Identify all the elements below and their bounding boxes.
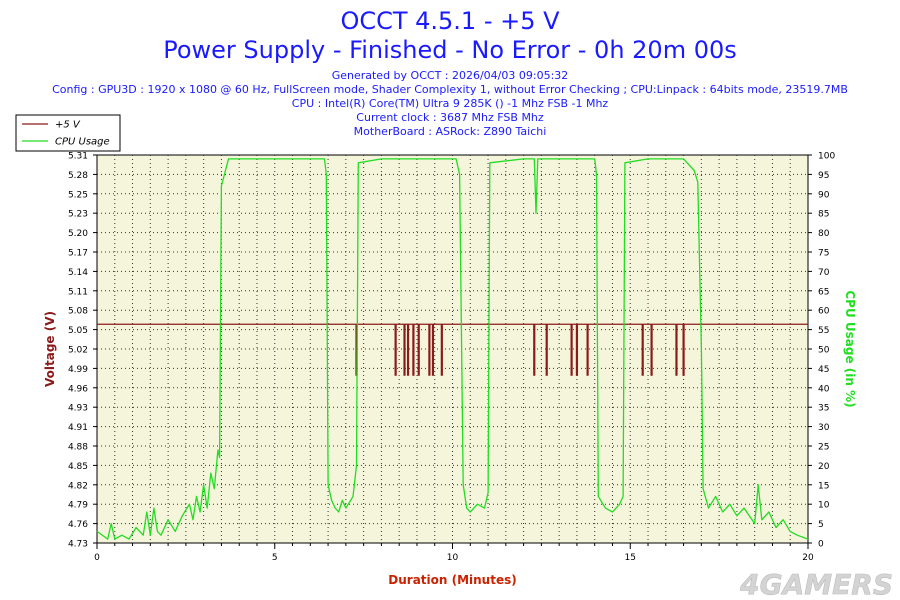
right-tick-label: 80 [818, 229, 830, 239]
left-tick-label: 5.25 [68, 190, 88, 200]
chart-title-line-2: Power Supply - Finished - No Error - 0h … [163, 36, 737, 64]
right-tick-label: 15 [818, 481, 829, 491]
left-tick-label: 4.93 [68, 404, 88, 414]
legend: +5 V CPU Usage [15, 114, 121, 152]
right-axis-ticks: 0 5 10 15 20 25 30 35 40 45 50 55 60 65 70 75 80 85 90 95 10… [808, 152, 835, 550]
chart-title-line-1: OCCT 4.5.1 - +5 V [340, 7, 560, 35]
right-tick-label: 85 [818, 210, 829, 220]
right-tick-label: 0 [818, 540, 824, 550]
grid-lines [97, 155, 808, 543]
left-tick-label: 5.11 [68, 287, 88, 297]
left-tick-label: 4.73 [68, 540, 88, 550]
x-tick-label: 5 [272, 553, 278, 563]
left-tick-label: 4.88 [68, 443, 88, 453]
left-tick-label: 4.82 [68, 481, 88, 491]
y-axis-right-label: CPU Usage (in %) [843, 290, 857, 407]
left-tick-label: 4.85 [68, 462, 88, 472]
right-tick-label: 50 [818, 346, 830, 356]
info-line-config: Config : GPU3D : 1920 x 1080 @ 60 Hz, Fu… [52, 83, 848, 96]
right-tick-label: 10 [818, 501, 830, 511]
right-tick-label: 35 [818, 404, 829, 414]
x-axis-ticks: 0 5 10 15 20 [94, 543, 814, 563]
left-tick-label: 4.96 [68, 384, 88, 394]
x-tick-label: 15 [625, 553, 636, 563]
legend-box [15, 114, 121, 152]
right-tick-label: 25 [818, 443, 829, 453]
right-tick-label: 55 [818, 326, 829, 336]
info-line-cpu: CPU : Intel(R) Core(TM) Ultra 9 285K () … [291, 97, 609, 110]
left-tick-label: 4.76 [68, 520, 88, 530]
right-tick-label: 40 [818, 384, 830, 394]
left-tick-label: 4.79 [68, 501, 88, 511]
left-tick-label: 5.02 [68, 346, 88, 356]
right-tick-label: 5 [818, 520, 824, 530]
left-axis-ticks: 4.73 4.76 4.79 4.82 4.85 4.88 4.91 4.93 4.96 4.99… [68, 152, 97, 550]
left-tick-label: 5.14 [68, 268, 88, 278]
left-tick-label: 5.05 [68, 326, 88, 336]
right-tick-label: 100 [818, 152, 835, 162]
watermark-logo: 4GAMERS [739, 568, 893, 600]
left-tick-label: 5.31 [68, 152, 88, 162]
right-tick-label: 75 [818, 249, 829, 259]
x-axis-label: Duration (Minutes) [388, 573, 516, 587]
right-tick-label: 45 [818, 365, 829, 375]
info-line-generated: Generated by OCCT : 2026/04/03 09:05:32 [331, 69, 569, 82]
right-tick-label: 60 [818, 307, 830, 317]
left-tick-label: 5.17 [68, 249, 88, 259]
y-axis-left-label: Voltage (V) [43, 311, 57, 387]
x-tick-label: 20 [802, 553, 814, 563]
right-tick-label: 95 [818, 171, 829, 181]
right-tick-label: 70 [818, 268, 830, 278]
legend-label-cpu: CPU Usage [55, 137, 110, 148]
right-tick-label: 65 [818, 287, 829, 297]
left-tick-label: 5.08 [68, 307, 88, 317]
right-tick-label: 30 [818, 423, 830, 433]
left-tick-label: 5.28 [68, 171, 88, 181]
left-tick-label: 4.91 [68, 423, 88, 433]
series-group [96, 158, 809, 540]
cpu-usage-line [96, 158, 809, 540]
left-tick-label: 5.20 [68, 229, 88, 239]
right-tick-label: 20 [818, 462, 830, 472]
left-tick-label: 5.23 [68, 210, 88, 220]
right-tick-label: 90 [818, 190, 830, 200]
legend-label-voltage: +5 V [55, 120, 81, 131]
x-tick-label: 10 [447, 553, 459, 563]
x-tick-label: 0 [94, 553, 100, 563]
info-line-clock: Current clock : 3687 Mhz FSB Mhz [356, 111, 544, 124]
left-tick-label: 4.99 [68, 365, 88, 375]
info-line-motherboard: MotherBoard : ASRock: Z890 Taichi [353, 125, 547, 138]
